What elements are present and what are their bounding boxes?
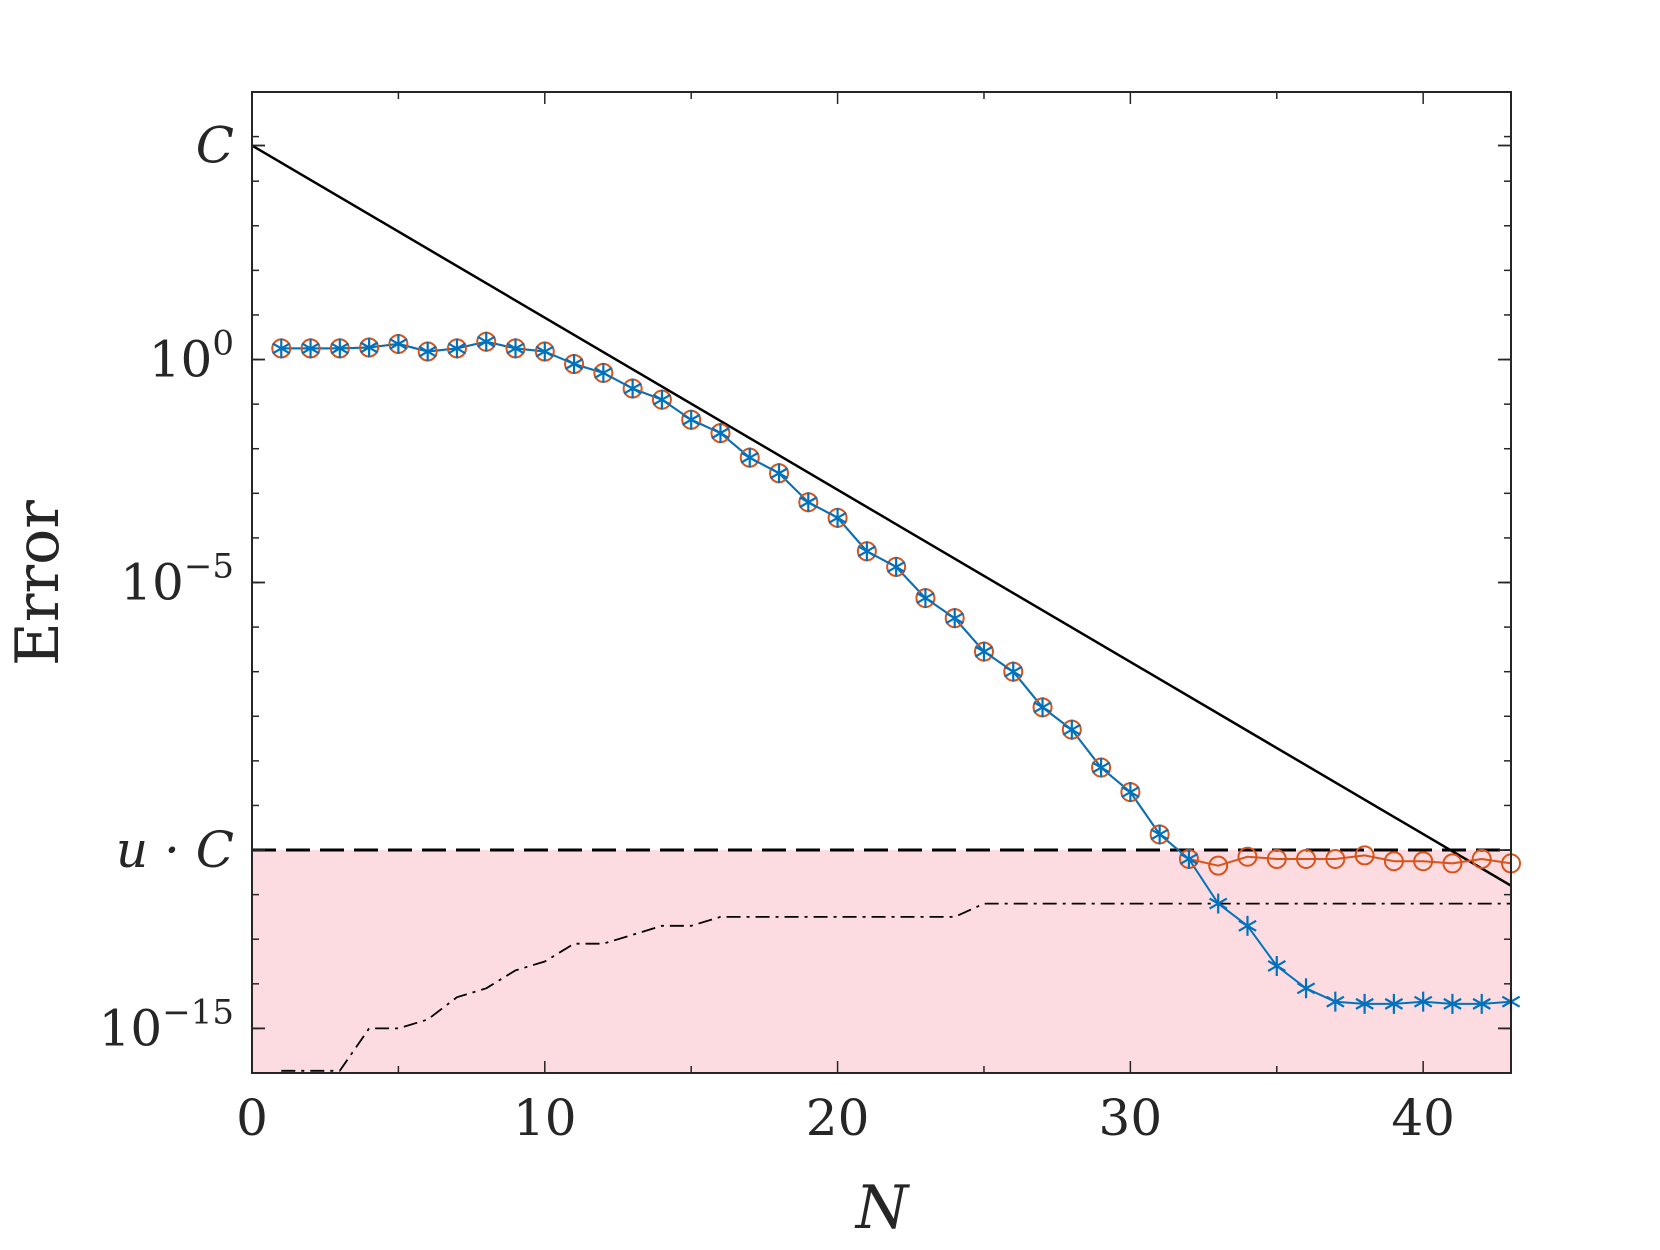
- star-marker: [359, 337, 379, 358]
- star-marker: [681, 409, 701, 430]
- star-marker: [711, 423, 730, 444]
- star-marker: [1296, 978, 1316, 999]
- y-tick-label: 10−5: [120, 547, 234, 612]
- star-marker: [1413, 991, 1433, 1012]
- star-marker: [799, 492, 818, 513]
- star-marker: [564, 354, 584, 375]
- circle-marker: [1471, 848, 1492, 869]
- circle-marker: [1266, 848, 1287, 869]
- series-line-circle-line: [281, 340, 1511, 867]
- star-marker: [1121, 782, 1140, 803]
- star-marker: [652, 389, 672, 410]
- circle-marker: [1413, 851, 1434, 872]
- star-marker: [1033, 697, 1052, 718]
- circle-marker: [1237, 846, 1258, 867]
- y-tick-label: u · C: [116, 821, 234, 879]
- star-marker: [1443, 993, 1462, 1014]
- star-marker: [1150, 824, 1169, 845]
- solid-reference-line: [252, 144, 1511, 887]
- series-dashdot-line: [281, 902, 1511, 1072]
- star-marker: [740, 447, 759, 468]
- circle-marker: [1442, 853, 1463, 874]
- star-marker: [974, 641, 994, 662]
- star-marker: [1004, 661, 1023, 682]
- star-marker: [272, 338, 291, 359]
- x-tick-label: 10: [513, 1089, 577, 1147]
- star-marker: [1238, 915, 1257, 936]
- y-tick-label: 100: [149, 324, 234, 389]
- star-marker: [828, 507, 847, 528]
- x-tick-label: 30: [1099, 1089, 1163, 1147]
- star-marker: [1472, 993, 1491, 1014]
- circle-marker: [1325, 848, 1346, 869]
- circle-marker: [1354, 845, 1375, 866]
- star-marker: [330, 338, 350, 359]
- y-tick-label: C: [196, 117, 234, 175]
- star-marker: [389, 333, 408, 354]
- star-marker: [535, 341, 555, 362]
- x-axis-title: N: [854, 1173, 911, 1243]
- star-marker: [1208, 893, 1228, 914]
- circle-marker: [1208, 855, 1229, 876]
- shaded-region: [252, 850, 1511, 1073]
- x-tick-label: 20: [806, 1089, 870, 1147]
- star-marker: [418, 341, 437, 362]
- star-marker: [447, 338, 467, 359]
- star-marker: [594, 362, 613, 383]
- star-marker: [477, 331, 496, 352]
- x-tick-label: 40: [1391, 1089, 1455, 1147]
- star-marker: [1179, 848, 1199, 869]
- star-marker: [1091, 757, 1111, 778]
- star-marker: [886, 556, 906, 577]
- x-tick-label: 0: [236, 1089, 268, 1147]
- star-marker: [1062, 719, 1082, 740]
- star-marker: [769, 463, 789, 484]
- star-marker: [301, 338, 320, 359]
- star-marker: [623, 378, 642, 399]
- y-tick-label: 10−15: [99, 992, 234, 1057]
- star-marker: [916, 588, 935, 609]
- star-marker: [1384, 993, 1404, 1014]
- circle-marker: [1383, 851, 1404, 872]
- star-marker: [1355, 993, 1374, 1014]
- star-marker: [1326, 991, 1345, 1012]
- star-marker: [506, 338, 525, 359]
- y-axis-title: Error: [3, 500, 73, 666]
- star-marker: [945, 608, 964, 629]
- star-marker: [1267, 955, 1286, 976]
- circle-marker: [1296, 848, 1317, 869]
- star-marker: [857, 541, 877, 562]
